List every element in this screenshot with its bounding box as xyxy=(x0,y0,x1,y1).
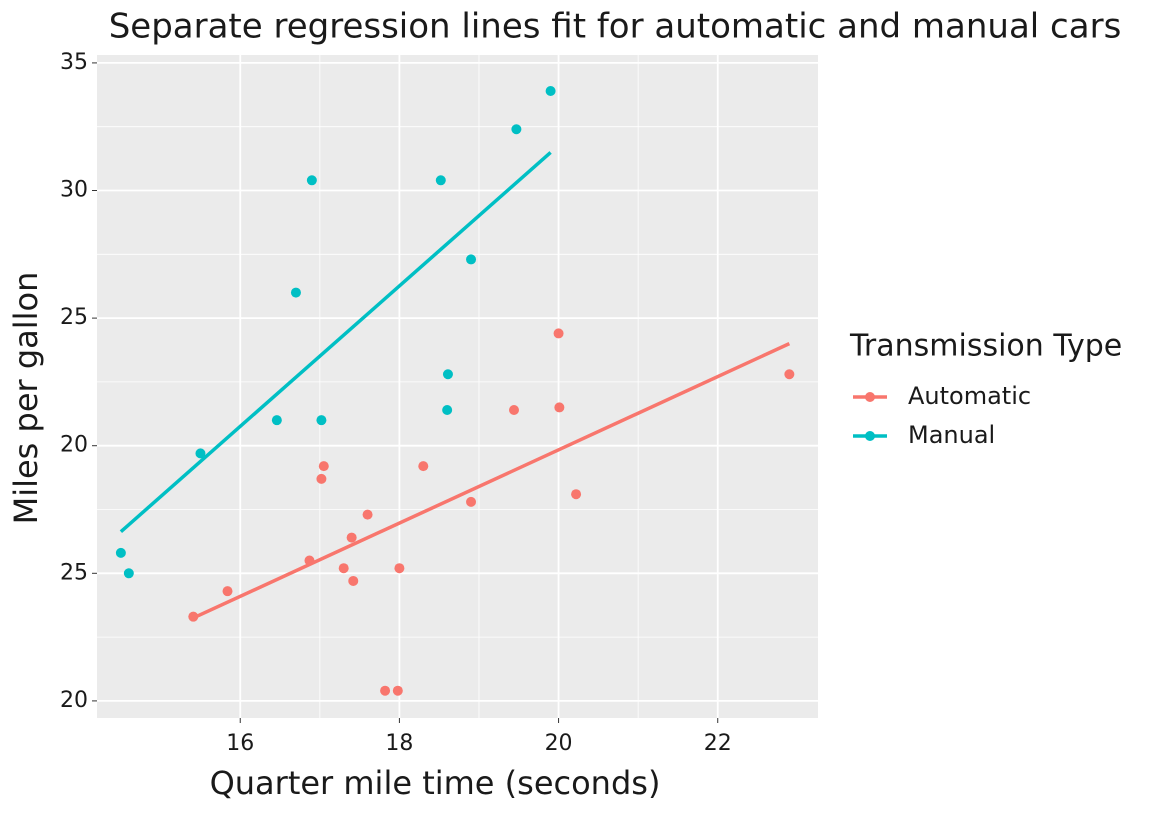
point xyxy=(115,547,126,558)
panel xyxy=(97,55,818,718)
point xyxy=(123,568,134,579)
y-tick-label: 20 xyxy=(60,688,88,713)
y-axis-label: Miles per gallon xyxy=(7,272,45,525)
point xyxy=(554,402,565,413)
point xyxy=(784,369,795,380)
point xyxy=(380,685,391,696)
y-tick-label: 25 xyxy=(60,305,88,330)
legend-key-point xyxy=(865,431,875,441)
regression-line xyxy=(119,151,552,534)
legend-label: Manual xyxy=(908,421,995,449)
y-tick-label: 35 xyxy=(60,50,88,75)
y-tick-label: 30 xyxy=(60,178,88,203)
point xyxy=(195,448,206,459)
point xyxy=(394,563,405,574)
point xyxy=(442,404,453,415)
point xyxy=(442,369,453,380)
point xyxy=(553,328,564,339)
point xyxy=(392,685,403,696)
point xyxy=(318,461,329,472)
point xyxy=(316,415,327,426)
x-tick-label: 16 xyxy=(226,731,254,756)
point xyxy=(306,175,317,186)
point xyxy=(346,532,357,543)
legend-label: Automatic xyxy=(908,382,1031,410)
point xyxy=(435,175,446,186)
point xyxy=(290,287,301,298)
point xyxy=(466,254,477,265)
x-tick-label: 22 xyxy=(704,731,732,756)
chart-title: Separate regression lines fit for automa… xyxy=(109,7,1122,47)
x-tick-label: 20 xyxy=(545,731,573,756)
point xyxy=(571,489,582,500)
point xyxy=(316,473,327,484)
point xyxy=(348,575,359,586)
point xyxy=(509,404,520,415)
point xyxy=(418,461,429,472)
x-axis-label: Quarter mile time (seconds) xyxy=(210,764,661,802)
y-tick-label: 20 xyxy=(60,433,88,458)
point xyxy=(362,509,373,520)
point xyxy=(466,496,477,507)
regression-line xyxy=(192,342,791,620)
point xyxy=(511,124,522,135)
point xyxy=(222,586,233,597)
y-tick-label: 25 xyxy=(60,560,88,585)
x-tick-label: 18 xyxy=(385,731,413,756)
point xyxy=(271,415,282,426)
legend-title: Transmission Type xyxy=(849,329,1122,364)
legend-key-point xyxy=(865,392,875,402)
point xyxy=(545,85,556,96)
point xyxy=(338,563,349,574)
